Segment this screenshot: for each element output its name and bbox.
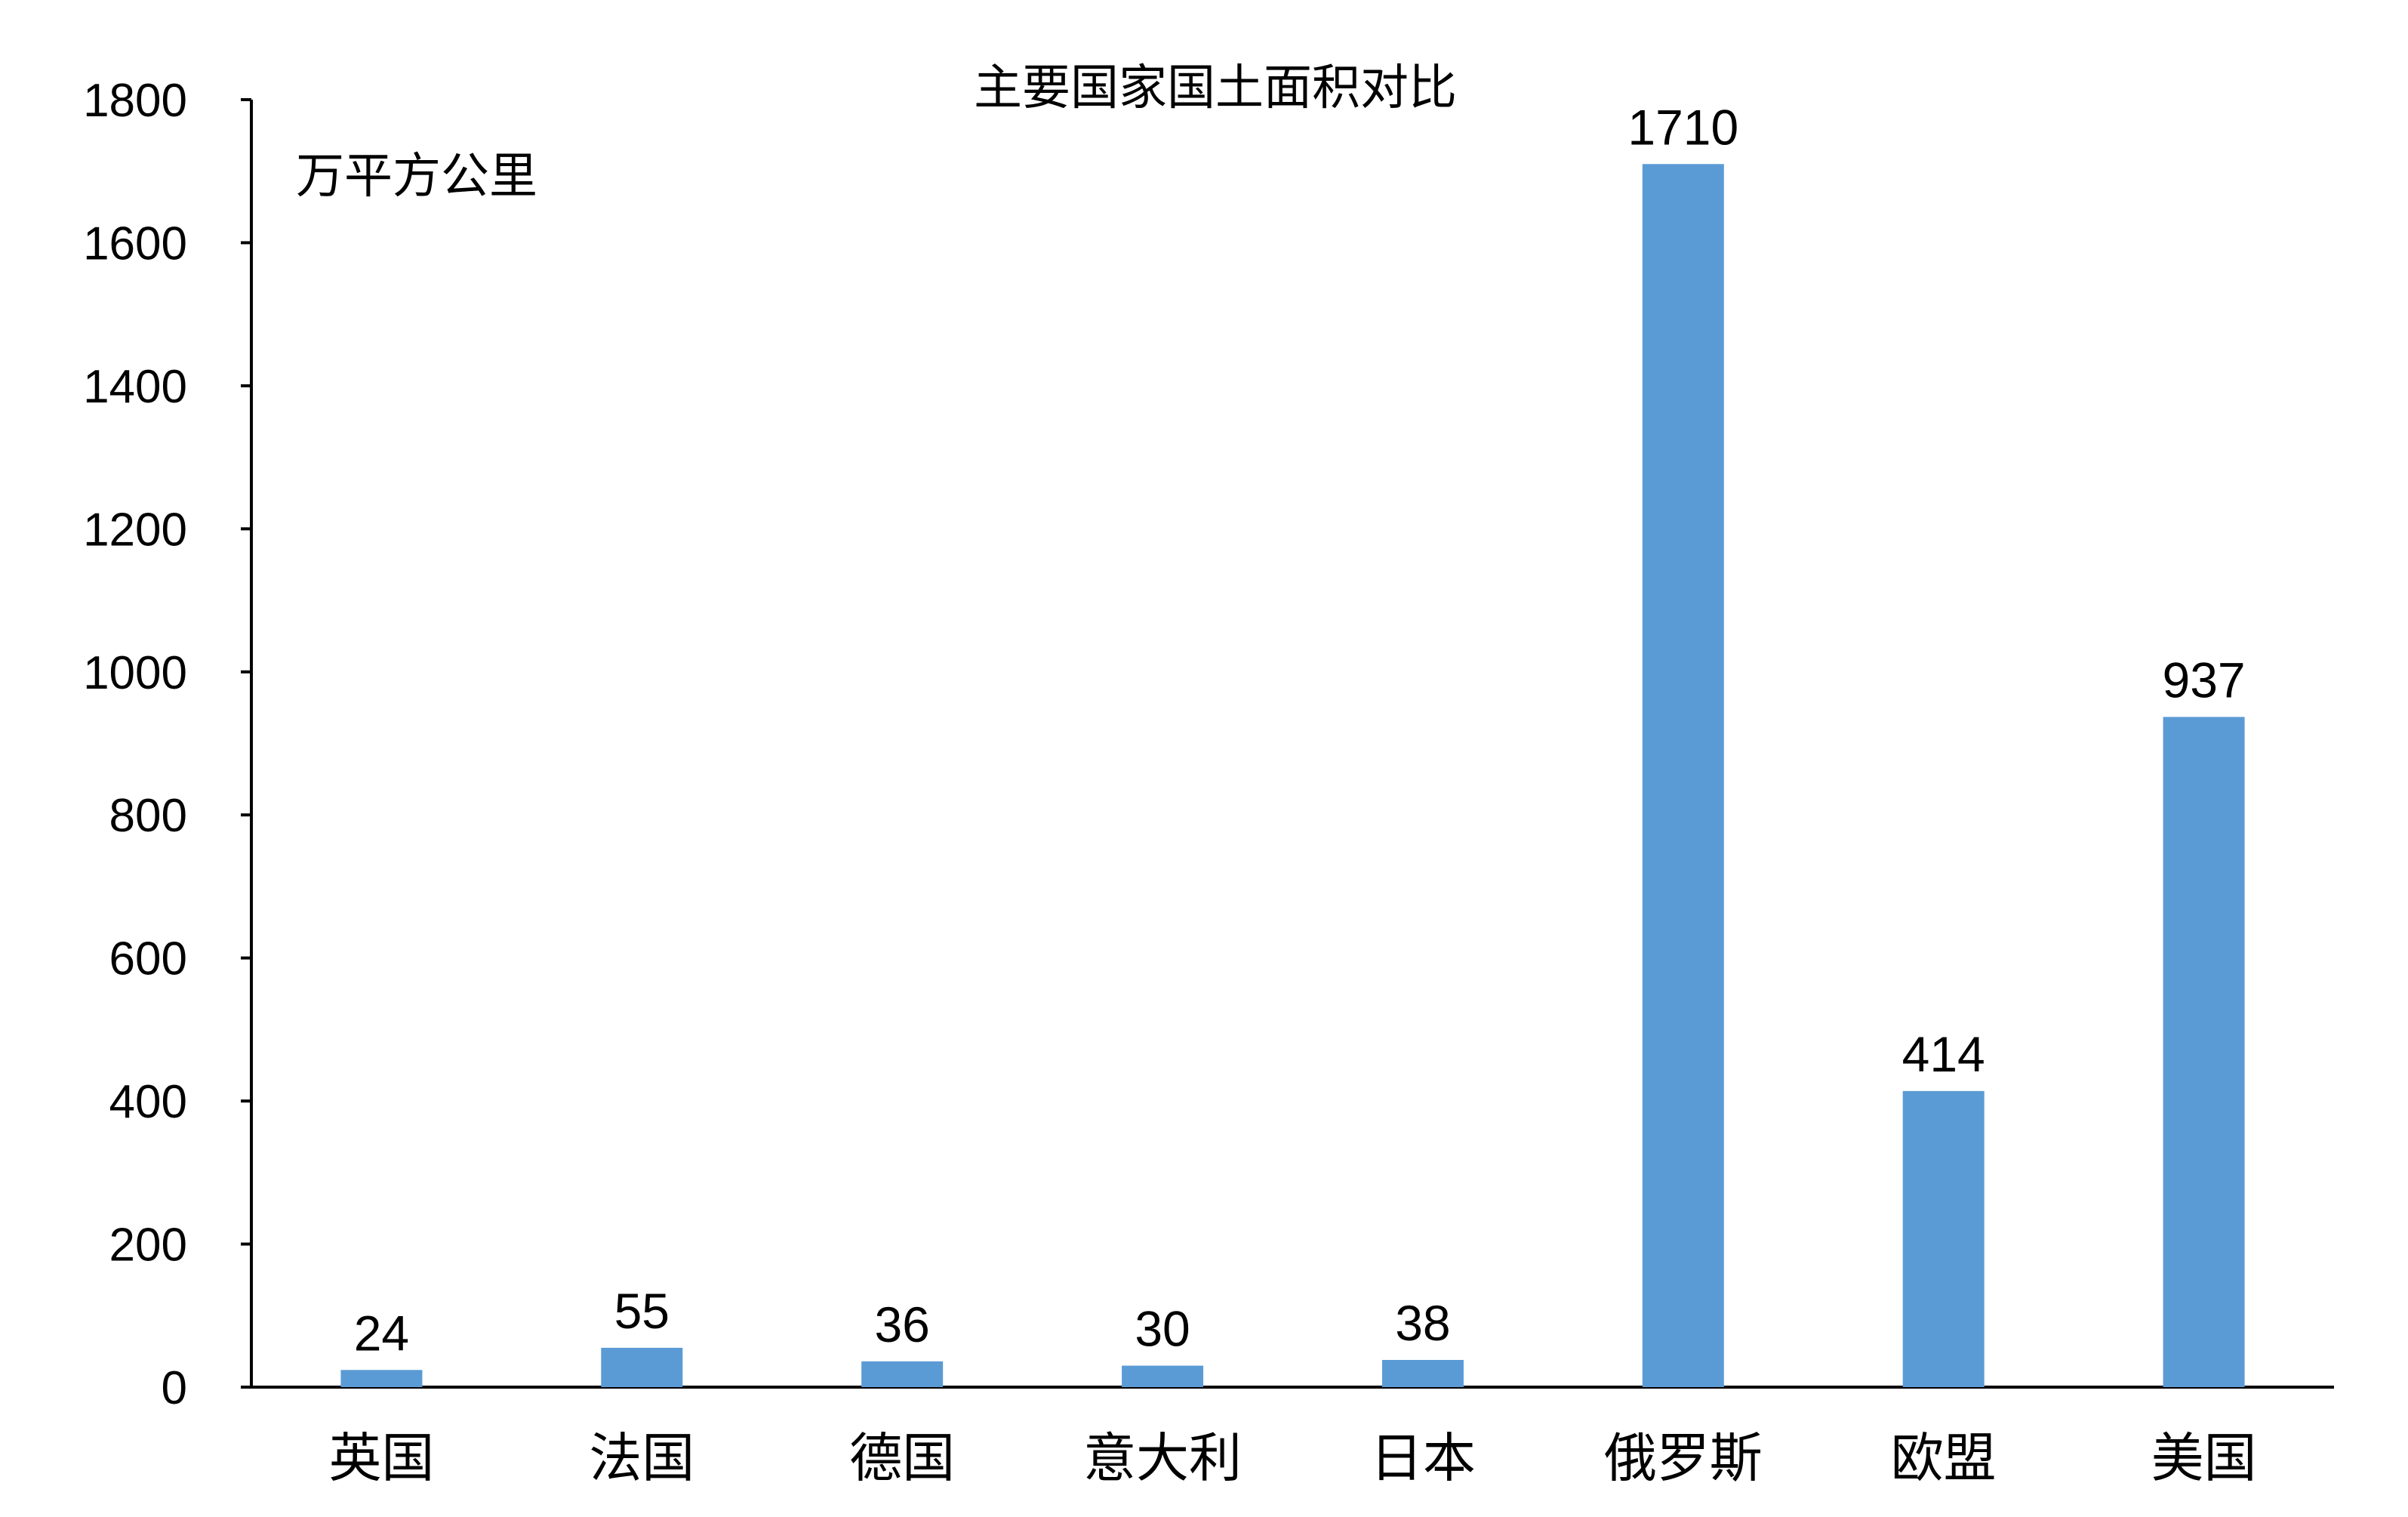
bar — [861, 1361, 944, 1387]
category-label: 意大利 — [1083, 1427, 1242, 1489]
chart-title: 主要国家国土面积对比 — [974, 60, 1457, 116]
y-tick-label: 800 — [109, 790, 187, 842]
bar — [1642, 164, 1724, 1387]
data-label: 38 — [1395, 1295, 1450, 1351]
y-tick-label: 1200 — [83, 504, 187, 556]
category-label: 德国 — [849, 1427, 955, 1489]
bar — [2163, 717, 2245, 1387]
y-tick-label: 0 — [162, 1362, 187, 1414]
y-tick-label: 1000 — [83, 647, 187, 699]
y-tick-label: 1400 — [83, 361, 187, 413]
y-tick-label: 200 — [109, 1219, 187, 1272]
bar — [1902, 1090, 1985, 1387]
bar — [1381, 1360, 1464, 1387]
bar — [601, 1347, 683, 1387]
data-label: 30 — [1135, 1301, 1190, 1357]
data-labels: 24 55 36 30 38 1710 414 937 — [354, 99, 2246, 1361]
category-label: 英国 — [328, 1427, 434, 1489]
data-label: 414 — [1902, 1026, 1985, 1082]
y-tick-label: 400 — [109, 1076, 187, 1128]
y-tick-label: 600 — [109, 933, 187, 985]
data-label: 55 — [614, 1283, 670, 1339]
bars — [340, 164, 2245, 1387]
category-label: 法国 — [589, 1427, 694, 1489]
category-label: 日本 — [1370, 1427, 1476, 1489]
data-label: 24 — [354, 1305, 409, 1361]
x-ticks: 英国 法国 德国 意大利 日本 俄罗斯 欧盟 美国 — [328, 1427, 2256, 1489]
data-label: 1710 — [1627, 99, 1738, 155]
data-label: 36 — [874, 1297, 929, 1352]
y-ticks: 0 200 400 600 800 1000 1200 1400 1600 1800 — [83, 75, 251, 1414]
unit-label: 万平方公里 — [296, 149, 537, 205]
y-tick-label: 1800 — [83, 75, 187, 127]
category-label: 欧盟 — [1891, 1427, 1997, 1489]
category-label: 美国 — [2151, 1427, 2257, 1489]
data-label: 937 — [2163, 652, 2246, 708]
category-label: 俄罗斯 — [1604, 1427, 1763, 1489]
bar — [340, 1370, 423, 1387]
bar — [1122, 1365, 1204, 1387]
y-tick-label: 1600 — [83, 217, 187, 270]
